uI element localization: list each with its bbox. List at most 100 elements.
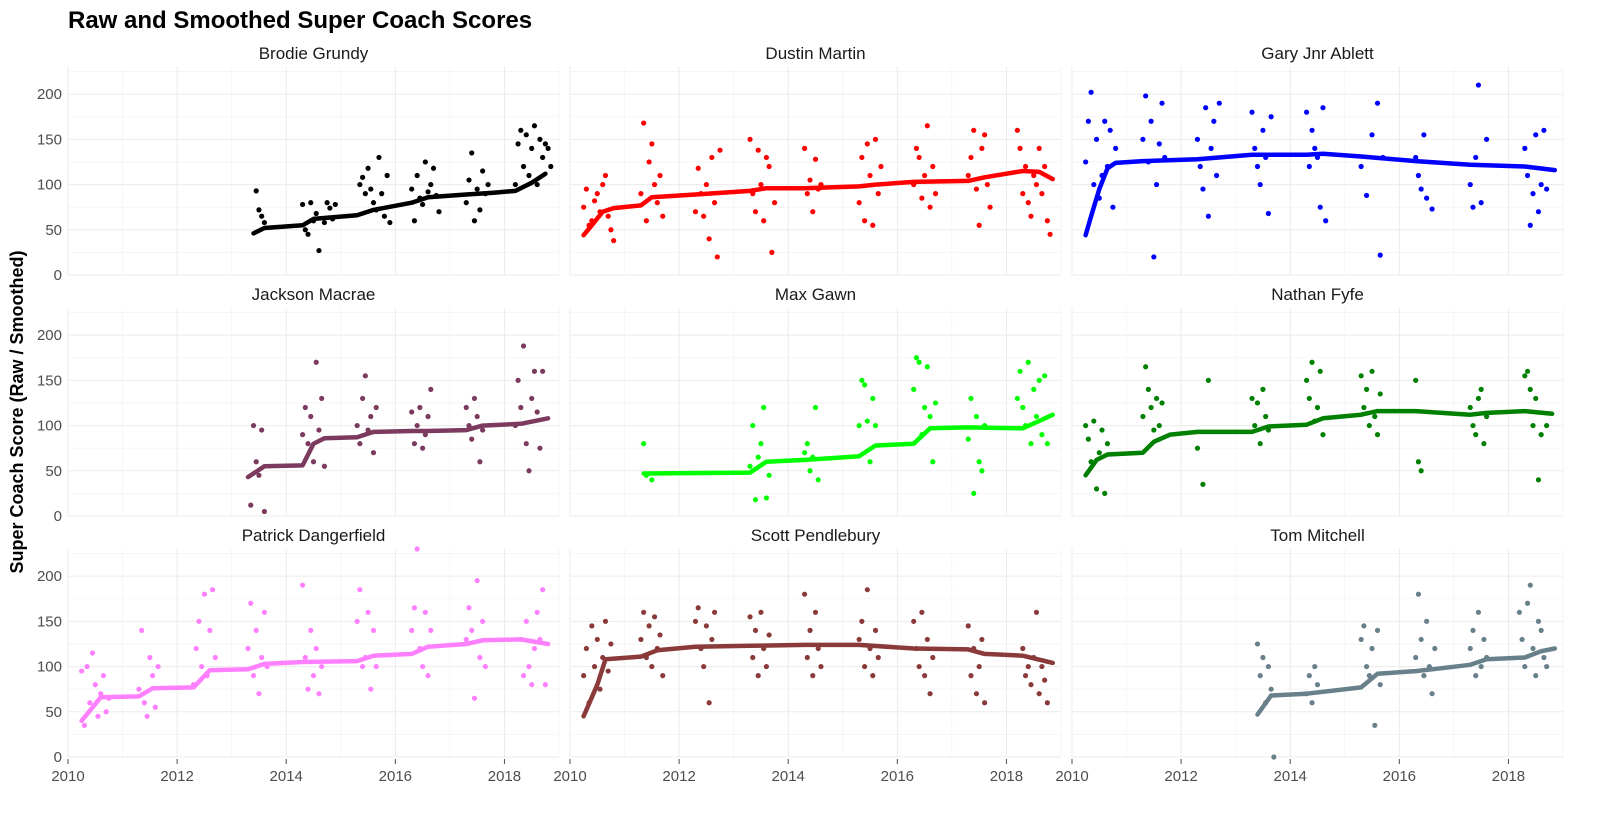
- raw-points: [641, 355, 1050, 503]
- smoothed-line: [1083, 408, 1555, 478]
- raw-point: [141, 700, 147, 706]
- raw-point: [332, 201, 338, 208]
- raw-point: [916, 663, 922, 670]
- panel-grid: [67, 308, 560, 517]
- raw-point: [1377, 252, 1383, 258]
- y-tick-label: 200: [37, 327, 62, 344]
- raw-point: [1044, 441, 1050, 447]
- smoothed-line: [1255, 646, 1558, 717]
- raw-point: [1265, 210, 1271, 217]
- raw-point: [529, 145, 535, 151]
- raw-point: [973, 413, 980, 420]
- raw-point: [199, 663, 205, 670]
- raw-point: [965, 172, 971, 179]
- raw-point: [812, 404, 819, 411]
- raw-point: [611, 238, 617, 244]
- raw-point: [469, 436, 475, 442]
- raw-point: [602, 618, 609, 624]
- panel-title: Gary Jnr Ablett: [1261, 44, 1374, 63]
- raw-point: [654, 200, 660, 206]
- raw-point: [1530, 191, 1536, 197]
- raw-point: [365, 165, 371, 171]
- raw-point: [1478, 200, 1484, 206]
- raw-point: [1099, 427, 1105, 433]
- raw-point: [1042, 163, 1048, 170]
- raw-point: [1358, 636, 1364, 643]
- raw-point: [1475, 82, 1482, 88]
- raw-point: [1522, 663, 1528, 670]
- raw-point: [357, 441, 363, 447]
- raw-point: [932, 191, 939, 197]
- raw-point: [649, 141, 655, 147]
- raw-point: [913, 145, 920, 151]
- raw-point: [747, 136, 753, 142]
- raw-point: [600, 181, 606, 188]
- raw-point: [414, 172, 420, 179]
- raw-point: [531, 123, 538, 129]
- raw-point: [1309, 359, 1315, 365]
- raw-point: [594, 636, 600, 643]
- raw-point: [641, 441, 647, 447]
- raw-point: [1102, 490, 1108, 496]
- raw-point: [1039, 432, 1045, 438]
- raw-point: [542, 141, 548, 147]
- raw-point: [360, 174, 366, 180]
- raw-point: [1413, 654, 1419, 661]
- raw-point: [1039, 191, 1045, 197]
- raw-point: [368, 413, 374, 420]
- raw-point: [1424, 618, 1430, 624]
- raw-points: [248, 343, 546, 515]
- raw-point: [810, 209, 816, 215]
- raw-point: [815, 645, 821, 652]
- raw-point: [589, 623, 595, 629]
- raw-point: [370, 200, 377, 206]
- raw-point: [466, 177, 472, 183]
- raw-point: [373, 404, 379, 411]
- raw-point: [709, 636, 715, 643]
- raw-point: [911, 386, 917, 392]
- raw-point: [1524, 172, 1531, 179]
- raw-point: [98, 691, 104, 697]
- raw-point: [139, 627, 145, 633]
- x-tick-label: 2010: [51, 768, 84, 785]
- raw-point: [324, 200, 330, 206]
- raw-points: [581, 587, 1050, 706]
- smoothed-line: [641, 412, 1056, 476]
- raw-point: [971, 490, 977, 496]
- raw-point: [801, 450, 808, 456]
- raw-point: [1522, 145, 1528, 151]
- raw-point: [1366, 422, 1372, 429]
- raw-point: [1194, 136, 1201, 142]
- raw-point: [971, 127, 977, 133]
- raw-point: [1364, 663, 1370, 670]
- raw-point: [1268, 114, 1274, 120]
- raw-point: [1203, 105, 1209, 111]
- raw-point: [305, 231, 311, 237]
- raw-point: [523, 441, 529, 447]
- raw-point: [414, 546, 420, 552]
- raw-point: [425, 189, 431, 195]
- raw-point: [1306, 395, 1312, 402]
- raw-point: [379, 191, 385, 197]
- raw-point: [540, 154, 546, 161]
- y-tick-label: 0: [54, 749, 62, 766]
- raw-point: [591, 198, 598, 204]
- raw-point: [425, 413, 431, 420]
- y-tick-label: 0: [54, 267, 62, 284]
- raw-point: [1538, 181, 1544, 188]
- raw-point: [581, 673, 587, 679]
- raw-point: [466, 605, 472, 611]
- raw-point: [867, 172, 873, 179]
- raw-point: [1524, 600, 1531, 606]
- raw-point: [856, 422, 862, 429]
- raw-point: [534, 181, 540, 188]
- raw-point: [100, 673, 107, 679]
- raw-point: [927, 413, 933, 420]
- x-tick-label: 2010: [1055, 768, 1088, 785]
- raw-point: [1085, 118, 1091, 124]
- raw-point: [1424, 195, 1430, 201]
- raw-point: [761, 218, 767, 224]
- raw-point: [1418, 636, 1424, 643]
- raw-point: [638, 636, 644, 643]
- raw-point: [1421, 673, 1427, 679]
